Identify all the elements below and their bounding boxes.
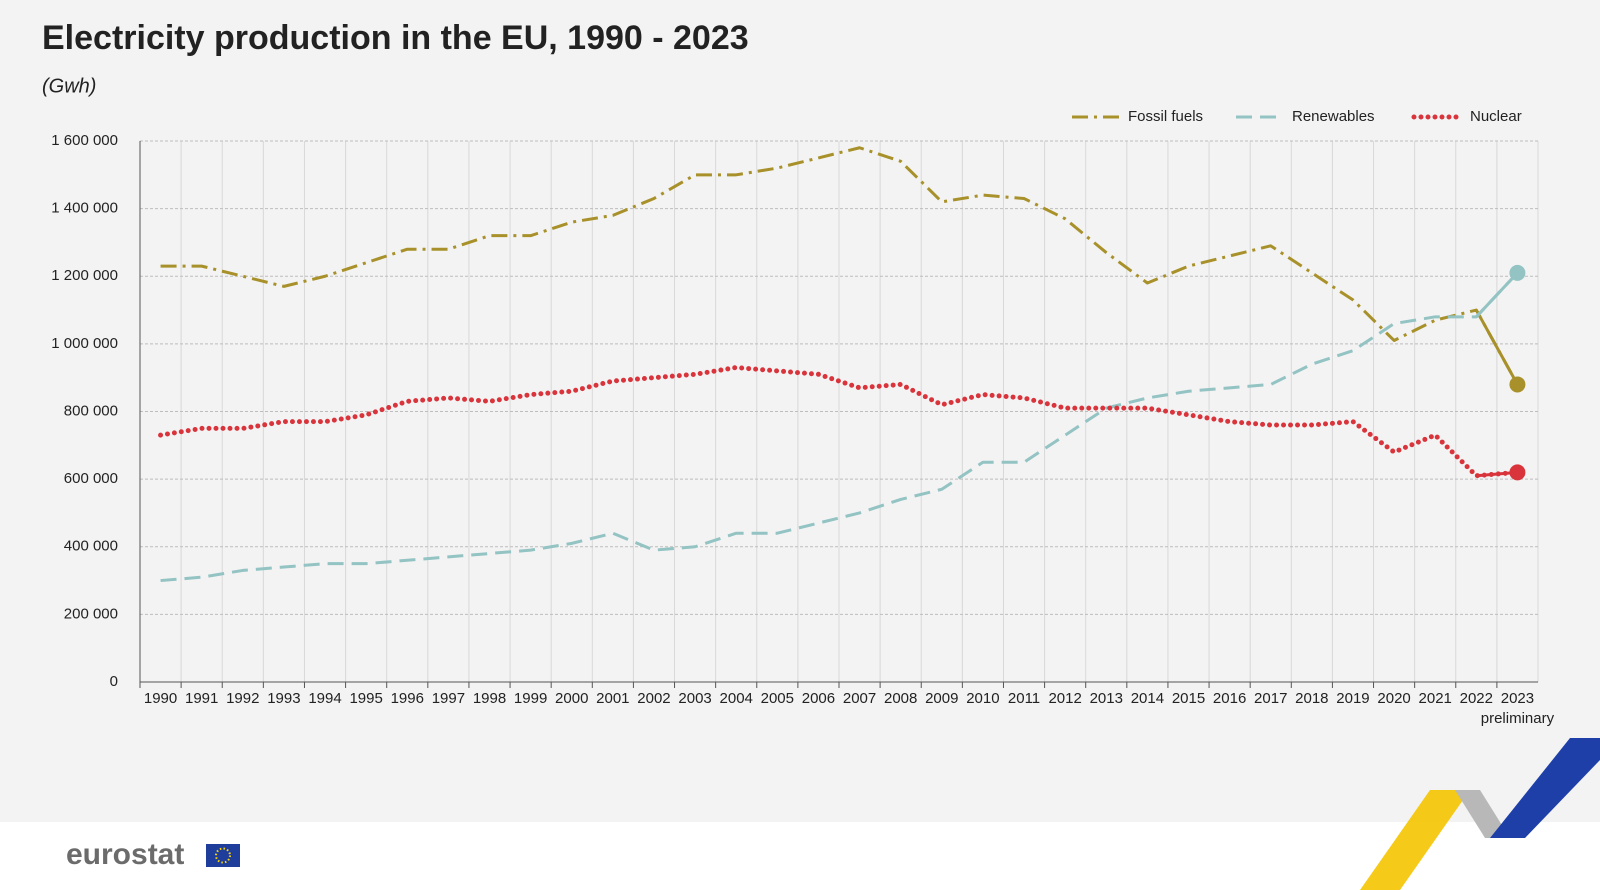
x-tick-label: 2001 bbox=[596, 690, 629, 707]
x-tick-label: 2013 bbox=[1090, 690, 1123, 707]
legend-label: Fossil fuels bbox=[1128, 108, 1203, 125]
x-tick-label: 2008 bbox=[884, 690, 917, 707]
end-marker bbox=[1509, 376, 1526, 393]
x-tick-label: 2007 bbox=[843, 690, 876, 707]
x-tick-label: 2017 bbox=[1254, 690, 1287, 707]
y-tick-label: 1 400 000 bbox=[51, 200, 118, 217]
footer-band bbox=[0, 822, 1600, 890]
y-tick-label: 600 000 bbox=[64, 470, 118, 487]
x-tick-label: 2019 bbox=[1336, 690, 1369, 707]
x-tick-label: 1990 bbox=[144, 690, 177, 707]
chart-subtitle: (Gwh) bbox=[42, 75, 96, 97]
x-tick-label: 2003 bbox=[678, 690, 711, 707]
logo: eurostat bbox=[66, 838, 184, 871]
x-tick-label: 2014 bbox=[1131, 690, 1164, 707]
x-tick-label: 1993 bbox=[267, 690, 300, 707]
x-tick-label: 2012 bbox=[1048, 690, 1081, 707]
series-line bbox=[158, 365, 1520, 479]
x-tick-label: 1991 bbox=[185, 690, 218, 707]
x-tick-label: 1999 bbox=[514, 690, 547, 707]
chart-title: Electricity production in the EU, 1990 -… bbox=[42, 19, 749, 57]
y-tick-label: 1 600 000 bbox=[51, 132, 118, 149]
y-tick-label: 400 000 bbox=[64, 538, 118, 555]
end-marker bbox=[1509, 264, 1526, 281]
x-tick-label: 2009 bbox=[925, 690, 958, 707]
x-tick-label: 2005 bbox=[761, 690, 794, 707]
x-tick-label: 1996 bbox=[391, 690, 424, 707]
x-tick-label: 2023 bbox=[1501, 690, 1534, 707]
y-tick-label: 200 000 bbox=[64, 605, 118, 622]
eu-flag bbox=[206, 844, 240, 867]
y-tick-label: 800 000 bbox=[64, 402, 118, 419]
annotation: preliminary bbox=[1481, 710, 1555, 727]
x-tick-label: 2002 bbox=[637, 690, 670, 707]
x-tick-label: 2016 bbox=[1213, 690, 1246, 707]
series-line bbox=[160, 271, 1519, 583]
x-tick-label: 2018 bbox=[1295, 690, 1328, 707]
x-tick-label: 2000 bbox=[555, 690, 588, 707]
end-marker bbox=[1509, 464, 1526, 481]
x-tick-label: 2022 bbox=[1460, 690, 1493, 707]
preliminary-segment bbox=[1475, 271, 1519, 318]
legend-label: Renewables bbox=[1292, 108, 1375, 125]
preliminary-segment bbox=[1475, 309, 1519, 386]
y-tick-label: 0 bbox=[110, 673, 118, 690]
x-tick-label: 2015 bbox=[1172, 690, 1205, 707]
x-tick-label: 2021 bbox=[1419, 690, 1452, 707]
x-tick-label: 1992 bbox=[226, 690, 259, 707]
x-tick-label: 2006 bbox=[802, 690, 835, 707]
x-tick-label: 2020 bbox=[1377, 690, 1410, 707]
x-tick-label: 2004 bbox=[720, 690, 753, 707]
y-tick-label: 1 000 000 bbox=[51, 335, 118, 352]
x-tick-label: 2011 bbox=[1008, 690, 1040, 707]
x-tick-label: 1998 bbox=[473, 690, 506, 707]
x-tick-label: 1994 bbox=[308, 690, 341, 707]
x-tick-label: 2010 bbox=[966, 690, 999, 707]
decoration bbox=[1360, 738, 1600, 890]
y-tick-label: 1 200 000 bbox=[51, 267, 118, 284]
legend-label: Nuclear bbox=[1470, 108, 1522, 125]
x-tick-label: 1995 bbox=[349, 690, 382, 707]
series-line bbox=[160, 146, 1519, 386]
x-tick-label: 1997 bbox=[432, 690, 465, 707]
